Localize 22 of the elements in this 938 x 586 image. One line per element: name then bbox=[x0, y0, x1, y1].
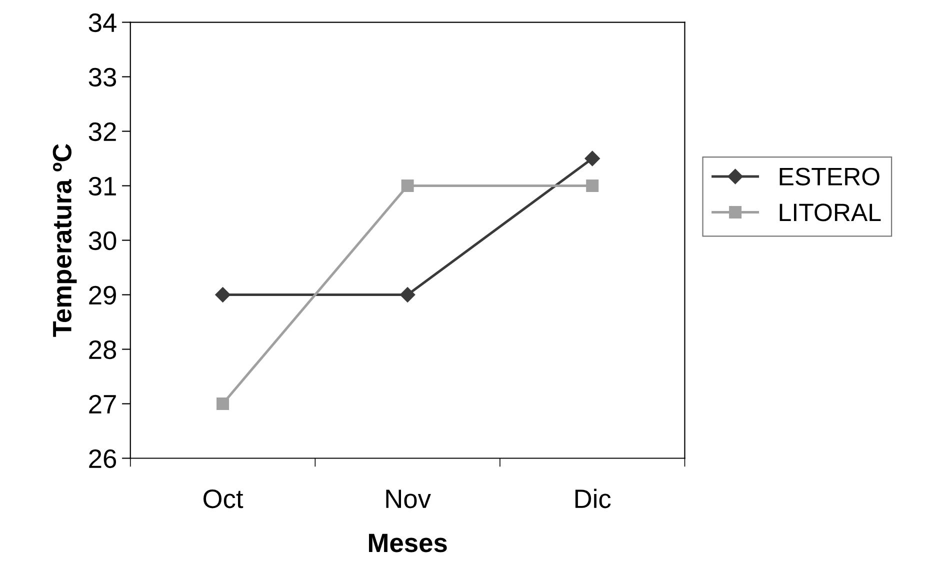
point bbox=[584, 150, 600, 166]
y-tick-label: 34 bbox=[88, 13, 116, 32]
point bbox=[400, 287, 416, 302]
y-tick-label: 27 bbox=[89, 394, 116, 414]
y-tick-label: 33 bbox=[88, 68, 116, 87]
y-tick-label: 32 bbox=[88, 122, 116, 142]
y-tick-label: 26 bbox=[89, 449, 116, 468]
point bbox=[216, 398, 230, 410]
point bbox=[586, 180, 599, 192]
point bbox=[401, 180, 414, 192]
y-tick-label: 31 bbox=[88, 176, 116, 196]
legend-label: LITORAL bbox=[780, 204, 881, 222]
legend-label: ESTERO bbox=[780, 168, 880, 186]
y-axis-title: Temperatura ºC bbox=[52, 144, 77, 337]
y-tick-label: 30 bbox=[88, 231, 116, 250]
y-tick-label: 29 bbox=[89, 286, 116, 305]
x-axis-title: Meses bbox=[368, 534, 447, 552]
x-tick-label: Nov bbox=[386, 490, 431, 508]
point bbox=[215, 287, 230, 302]
x-tick-label: Dic bbox=[575, 488, 611, 508]
x-tick-label: Oct bbox=[204, 490, 244, 508]
y-tick-label: 28 bbox=[89, 340, 116, 360]
